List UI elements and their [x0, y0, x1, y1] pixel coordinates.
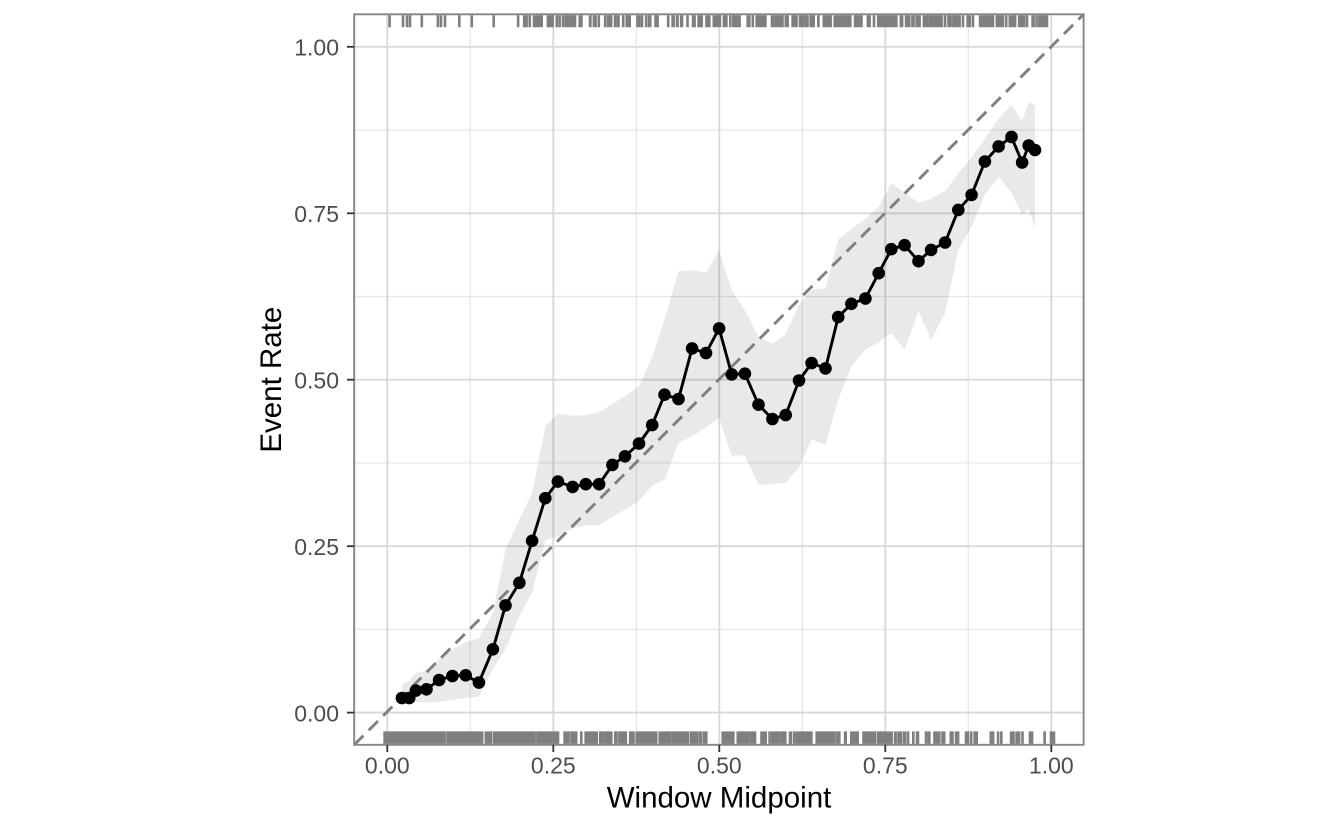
svg-text:Window Midpoint: Window Midpoint — [607, 782, 832, 815]
svg-text:0.00: 0.00 — [294, 701, 339, 727]
svg-text:0.50: 0.50 — [697, 752, 742, 778]
svg-text:0.75: 0.75 — [863, 752, 908, 778]
svg-text:1.00: 1.00 — [294, 35, 339, 61]
svg-text:0.50: 0.50 — [294, 368, 339, 394]
svg-text:Event Rate: Event Rate — [255, 307, 288, 453]
svg-text:0.75: 0.75 — [294, 201, 339, 227]
svg-text:0.00: 0.00 — [365, 752, 410, 778]
svg-text:0.25: 0.25 — [294, 534, 339, 560]
svg-text:1.00: 1.00 — [1029, 752, 1074, 778]
svg-text:0.25: 0.25 — [531, 752, 576, 778]
